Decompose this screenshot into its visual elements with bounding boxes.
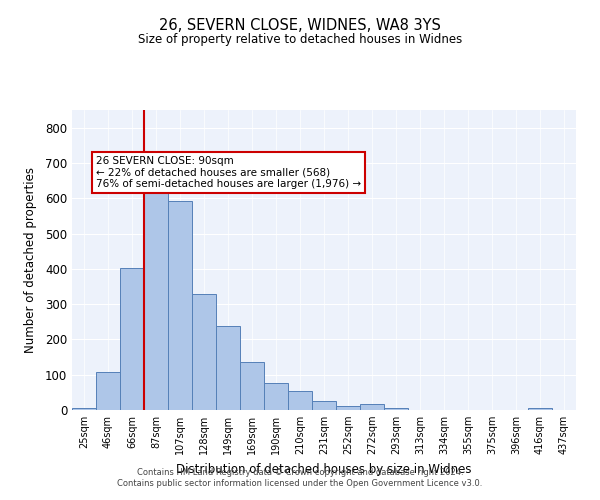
Bar: [240, 362, 264, 410]
Bar: [192, 294, 216, 410]
Bar: [528, 408, 552, 410]
X-axis label: Distribution of detached houses by size in Widnes: Distribution of detached houses by size …: [176, 462, 472, 475]
Text: 26 SEVERN CLOSE: 90sqm
← 22% of detached houses are smaller (568)
76% of semi-de: 26 SEVERN CLOSE: 90sqm ← 22% of detached…: [96, 156, 361, 189]
Bar: [120, 268, 144, 410]
Bar: [336, 406, 360, 410]
Text: Contains HM Land Registry data © Crown copyright and database right 2024.
Contai: Contains HM Land Registry data © Crown c…: [118, 468, 482, 487]
Text: Size of property relative to detached houses in Widnes: Size of property relative to detached ho…: [138, 34, 462, 46]
Bar: [360, 404, 384, 410]
Bar: [312, 401, 336, 410]
Text: 26, SEVERN CLOSE, WIDNES, WA8 3YS: 26, SEVERN CLOSE, WIDNES, WA8 3YS: [159, 18, 441, 32]
Bar: [168, 200, 192, 410]
Bar: [144, 193, 168, 410]
Bar: [72, 408, 96, 410]
Bar: [216, 326, 240, 410]
Bar: [384, 408, 408, 410]
Bar: [96, 372, 120, 410]
Y-axis label: Number of detached properties: Number of detached properties: [23, 167, 37, 353]
Bar: [264, 383, 288, 410]
Bar: [288, 390, 312, 410]
